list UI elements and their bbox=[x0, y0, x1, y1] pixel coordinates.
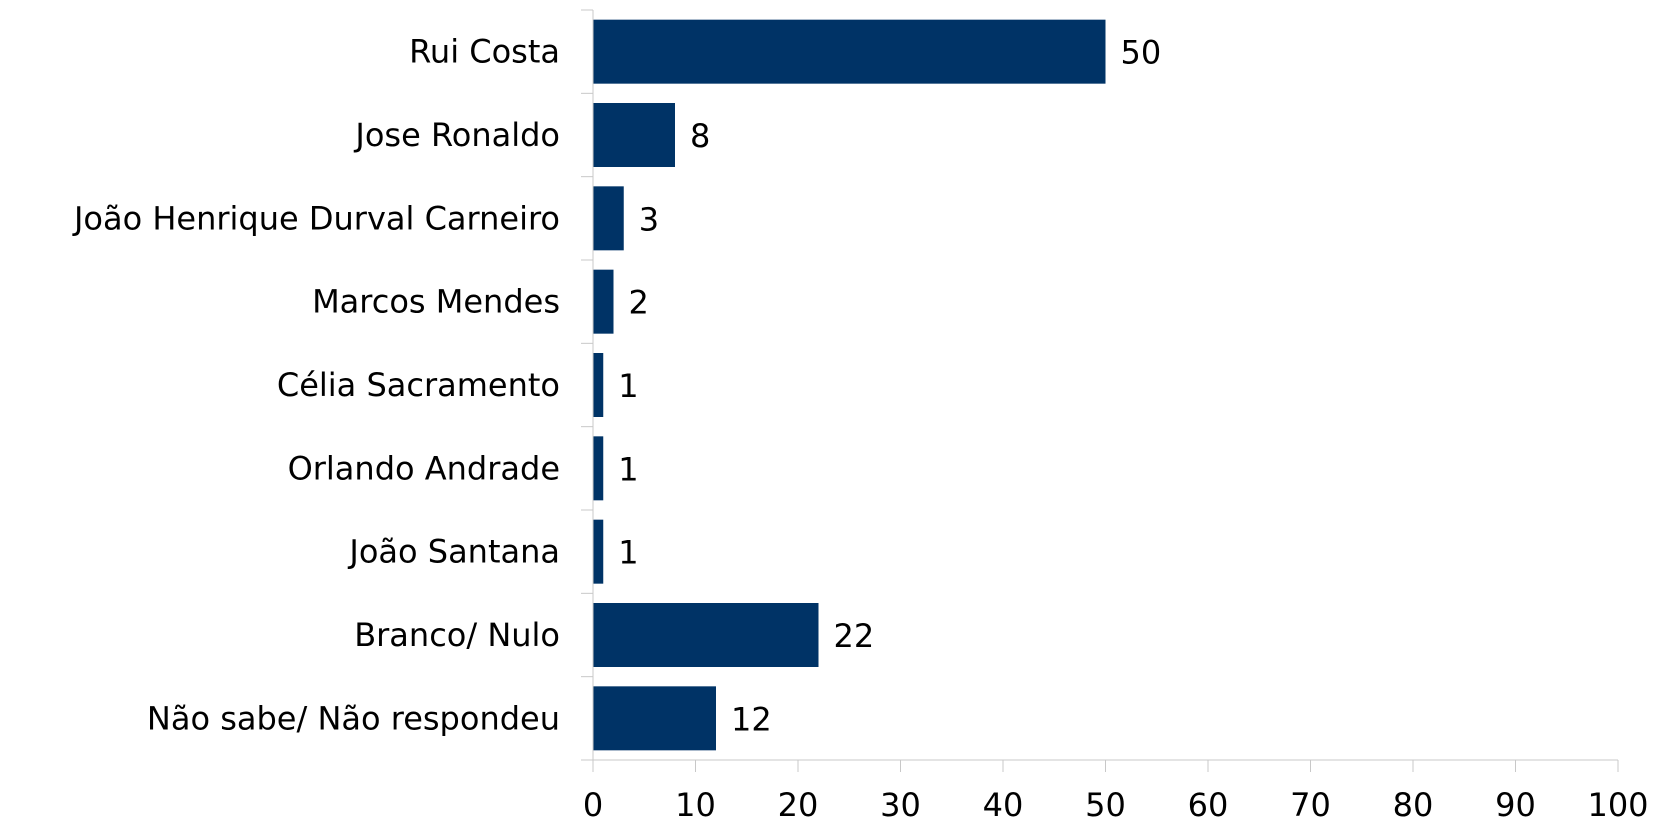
category-label-8: Não sabe/ Não respondeu bbox=[147, 699, 560, 737]
value-label-7: 22 bbox=[834, 617, 875, 655]
category-label-5: Orlando Andrade bbox=[288, 449, 560, 487]
bar-7 bbox=[593, 603, 819, 667]
category-label-3: Marcos Mendes bbox=[312, 283, 560, 321]
bar-3 bbox=[593, 269, 614, 334]
category-label-1: Jose Ronaldo bbox=[353, 116, 560, 154]
labels-group: Rui Costa 50 Jose Ronaldo 8 João Henrique Du… bbox=[72, 33, 1649, 824]
x-tick-label-5: 50 bbox=[1085, 786, 1126, 824]
x-tick-label-4: 40 bbox=[983, 786, 1024, 824]
x-tick-label-6: 60 bbox=[1188, 786, 1229, 824]
value-label-1: 8 bbox=[690, 117, 710, 155]
category-label-0: Rui Costa bbox=[409, 33, 560, 71]
value-label-5: 1 bbox=[618, 450, 638, 488]
bar-1 bbox=[593, 103, 675, 167]
x-tick-label-0: 0 bbox=[583, 786, 603, 824]
category-label-4: Célia Sacramento bbox=[277, 366, 560, 404]
category-label-7: Branco/ Nulo bbox=[354, 616, 560, 654]
category-label-2: João Henrique Durval Carneiro bbox=[72, 199, 560, 237]
bars-group bbox=[593, 19, 1106, 751]
bar-6 bbox=[593, 519, 604, 584]
bar-5 bbox=[593, 436, 604, 501]
value-label-2: 3 bbox=[639, 200, 659, 238]
value-label-0: 50 bbox=[1121, 34, 1162, 72]
x-tick-label-10: 100 bbox=[1587, 786, 1648, 824]
bar-8 bbox=[593, 686, 716, 751]
x-tick-label-2: 20 bbox=[778, 786, 819, 824]
value-label-6: 1 bbox=[618, 534, 638, 572]
category-label-6: João Santana bbox=[347, 533, 560, 571]
x-tick-label-1: 10 bbox=[675, 786, 716, 824]
bar-2 bbox=[593, 186, 624, 251]
x-tick-label-3: 30 bbox=[880, 786, 921, 824]
bar-4 bbox=[593, 353, 604, 417]
x-tick-label-7: 70 bbox=[1290, 786, 1331, 824]
value-label-4: 1 bbox=[618, 367, 638, 405]
x-tick-label-9: 90 bbox=[1495, 786, 1536, 824]
value-label-3: 2 bbox=[629, 284, 649, 322]
value-label-8: 12 bbox=[731, 700, 772, 738]
x-tick-label-8: 80 bbox=[1393, 786, 1434, 824]
bar-0 bbox=[593, 19, 1106, 84]
axes-group bbox=[581, 9, 1619, 772]
